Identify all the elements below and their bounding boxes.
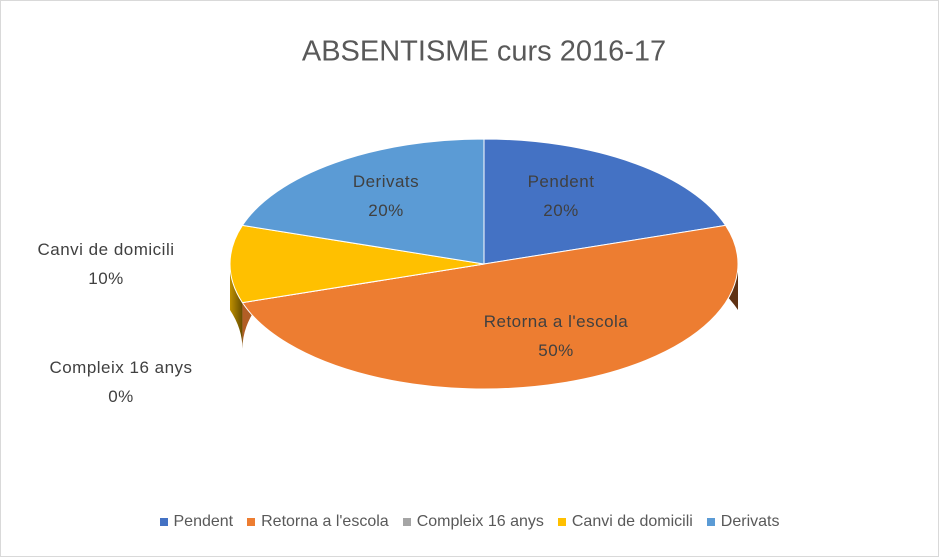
chart-title: ABSENTISME curs 2016-17 [302,36,666,68]
data-label-category: Compleix 16 anys [49,358,193,377]
legend-swatch [557,518,566,526]
data-label: Canvi de domicili 10% [21,235,191,293]
legend-label: Derivats [720,513,780,530]
slice [229,224,485,304]
legend-item: Compleix 16 anys [402,513,544,531]
legend-label: Retorna a l'escola [261,513,389,530]
slice [483,138,727,265]
legend-label: Pendent [173,513,234,530]
data-label-category: Canvi de domicili [37,240,175,259]
data-label-value: 10% [88,269,124,288]
data-label-category: Retorna a l'escola [483,312,629,331]
slice [241,138,485,265]
data-label-value: 20% [368,201,404,220]
data-label: Derivats 20% [306,167,466,225]
legend-item: Pendent [159,513,234,531]
data-label: Retorna a l'escola 50% [481,307,631,365]
legend-label: Compleix 16 anys [416,513,544,530]
legend-item: Retorna a l'escola [247,513,389,531]
legend-item: Derivats [706,513,780,531]
data-label-category: Pendent [527,172,595,191]
legend-item: Canvi de domicili [557,513,693,531]
data-label: Pendent 20% [481,167,641,225]
data-label-value: 50% [538,341,574,360]
legend-swatch [706,518,715,526]
legend-label: Canvi de domicili [571,513,693,530]
data-label-category: Derivats [352,172,420,191]
data-label: Compleix 16 anys 0% [21,353,221,411]
legend-swatch [159,518,168,526]
data-label-value: 0% [108,387,134,406]
data-label-value: 20% [543,201,579,220]
legend: Pendent Retorna a l'escola Compleix 16 any… [1,513,938,531]
legend-swatch [247,518,256,526]
slice [241,224,739,390]
legend-swatch [402,518,411,526]
